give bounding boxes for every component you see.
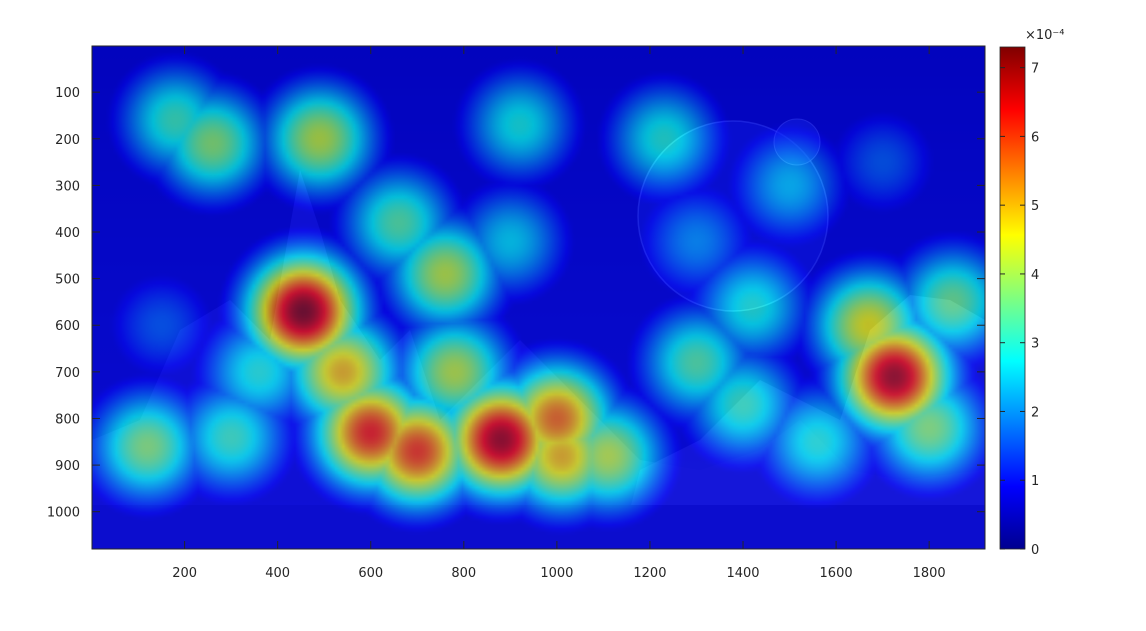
x-tick-label: 1600 <box>820 566 853 581</box>
x-tick-label: 200 <box>172 566 197 581</box>
y-axis-ticks: 100 200 300 400 500 600 700 800 900 1000 <box>47 86 985 521</box>
x-axis-ticks: 200 400 600 800 1000 1200 1400 1600 1800 <box>172 46 946 581</box>
y-tick-label: 900 <box>55 459 80 474</box>
x-tick-label: 1400 <box>726 566 759 581</box>
x-tick-label: 1200 <box>633 566 666 581</box>
colorbar <box>999 46 1026 550</box>
colorbar-tick-label: 4 <box>1031 268 1039 283</box>
x-tick-label: 1000 <box>540 566 573 581</box>
axes-box <box>91 45 986 550</box>
x-tick-label: 400 <box>265 566 290 581</box>
colorbar-tick-label: 3 <box>1031 337 1039 352</box>
y-tick-label: 600 <box>55 319 80 334</box>
x-tick-label: 800 <box>451 566 476 581</box>
y-tick-label: 800 <box>55 412 80 427</box>
y-tick-label: 400 <box>55 226 80 241</box>
colorbar-tick-label: 7 <box>1031 62 1039 77</box>
y-tick-label: 200 <box>55 133 80 148</box>
y-tick-label: 500 <box>55 273 80 288</box>
y-tick-label: 100 <box>55 86 80 101</box>
colorbar-tick-label: 6 <box>1031 130 1039 145</box>
colorbar-tick-label: 2 <box>1031 405 1039 420</box>
colorbar-tick-label: 0 <box>1031 543 1039 558</box>
y-tick-label: 1000 <box>47 506 80 521</box>
heatmap-overlay <box>92 46 985 549</box>
colorbar-tick-label: 1 <box>1031 474 1039 489</box>
x-tick-label: 1800 <box>913 566 946 581</box>
colorbar-tick-label: 5 <box>1031 199 1039 214</box>
colorbar-exponent-label: ×10⁻⁴ <box>1025 28 1065 43</box>
colorbar-ticks: 0 1 2 3 4 5 6 7 <box>1000 62 1039 558</box>
y-tick-label: 700 <box>55 366 80 381</box>
x-tick-label: 600 <box>358 566 383 581</box>
y-tick-label: 300 <box>55 179 80 194</box>
